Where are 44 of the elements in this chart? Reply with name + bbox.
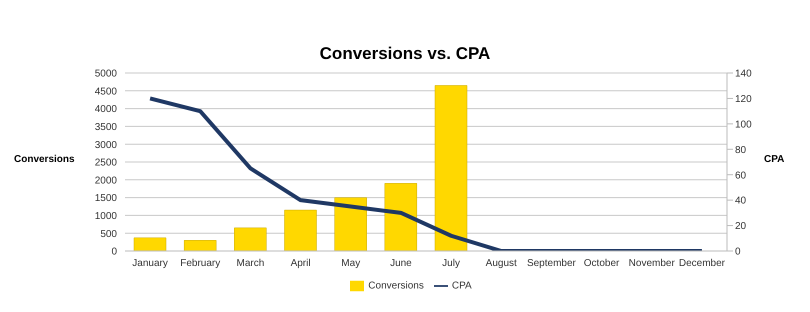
y-tick-label: 1000 [94,210,118,222]
y-tick-label: 3500 [94,122,118,133]
y2-axis-title: CPA [764,154,784,165]
x-tick-label: February [180,258,220,270]
y2-tick-label: 120 [735,94,752,105]
y-tick-label: 1500 [94,193,118,204]
y-tick-label: 3000 [94,140,118,151]
y2-tick-label: 0 [735,246,741,258]
x-tick-label: May [341,258,360,270]
y2-tick-label: 20 [735,221,747,232]
y-tick-label: 4500 [94,86,118,98]
bar [184,240,216,251]
bar [234,228,267,251]
y-axis-title: Conversions [14,154,75,165]
chart-title: Conversions vs. CPA [318,44,492,64]
x-tick-label: June [390,258,412,270]
x-tick-label: September [526,258,577,270]
y-tick-label: 2500 [94,158,118,169]
bar [384,183,418,251]
y-tick-label: 4000 [94,104,118,116]
x-tick-label: October [584,258,620,270]
x-tick-label: March [236,258,264,270]
bar [284,210,317,251]
x-tick-label: December [678,258,726,270]
x-tick-label: November [628,258,676,270]
y-tick-label: 5000 [94,68,118,80]
y2-tick-label: 100 [735,119,752,130]
x-tick-label: January [132,258,168,270]
x-tick-label: April [290,258,311,270]
y2-tick-label: 60 [735,170,747,182]
y-tick-label: 2000 [94,175,118,186]
y2-tick-label: 80 [735,144,747,156]
legend-label: Conversions [368,280,424,292]
bar [134,238,166,251]
y-tick-label: 0 [111,246,118,258]
y-tick-label: 500 [100,228,118,240]
line-series [148,96,704,251]
x-tick-label: August [486,258,518,270]
y2-tick-label: 40 [735,196,747,207]
y2-tick-label: 140 [735,68,752,80]
x-tick-label: July [442,258,460,270]
bar [434,85,468,251]
legend-label: CPA [452,280,472,292]
bar [334,197,367,251]
